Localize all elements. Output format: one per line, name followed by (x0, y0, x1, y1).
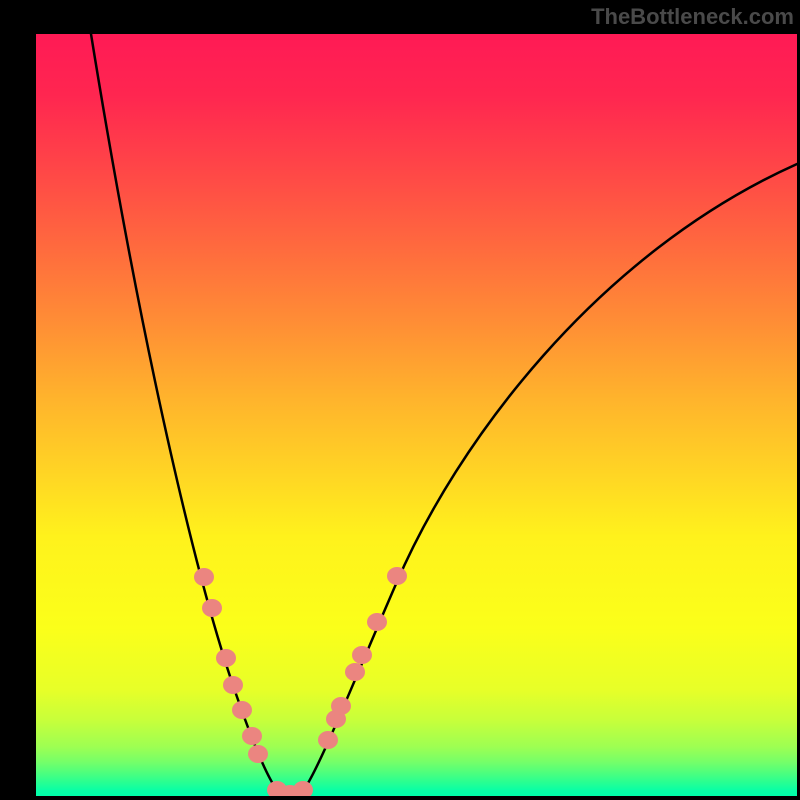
gradient-background (36, 34, 797, 796)
root: TheBottleneck.com (0, 0, 800, 800)
watermark-text: TheBottleneck.com (591, 4, 794, 30)
plot-area (36, 34, 797, 796)
